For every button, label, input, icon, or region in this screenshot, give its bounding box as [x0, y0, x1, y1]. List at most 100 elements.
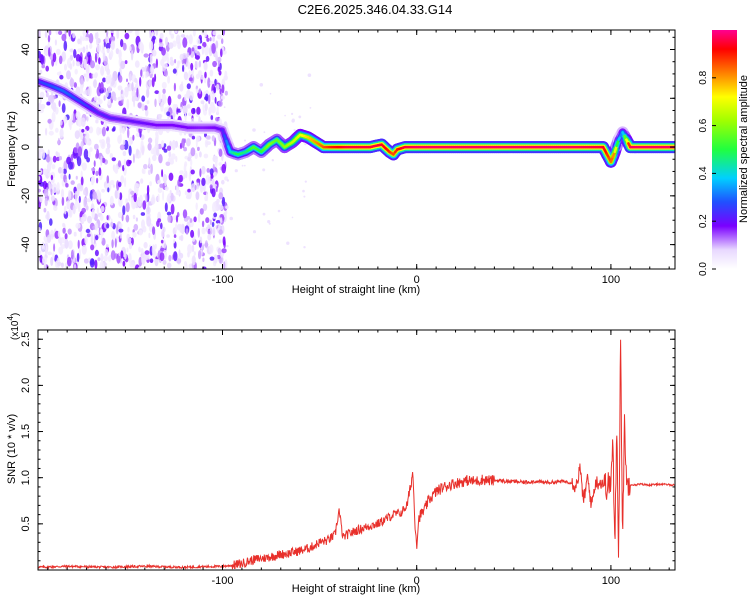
noise-speck: [100, 205, 105, 213]
noise-speck: [214, 78, 217, 86]
noise-speck: [113, 165, 119, 173]
noise-speck: [99, 139, 103, 144]
noise-speck: [66, 156, 72, 165]
noise-speck: [46, 210, 50, 221]
noise-speck: [76, 252, 80, 263]
noise-speck: [133, 96, 136, 108]
noise-speck: [151, 77, 155, 88]
noise-speck: [85, 72, 90, 82]
noise-speck: [142, 200, 147, 210]
noise-speck: [176, 60, 180, 69]
noise-speck: [134, 30, 139, 36]
noise-speck: [173, 239, 176, 244]
noise-speck: [107, 255, 112, 262]
noise-speck: [196, 38, 201, 45]
noise-speck: [126, 247, 129, 253]
snr-axes: -100 0 100 0.5 1.0 1.5 2.0 2.5: [20, 329, 675, 587]
spectrogram-xtick-label: 100: [602, 274, 620, 286]
noise-speck: [52, 183, 58, 194]
noise-speck: [50, 256, 54, 266]
noise-speck: [199, 236, 203, 244]
snr-multiplier: (x104): [6, 313, 21, 340]
noise-speck: [114, 96, 117, 101]
noise-speck: [191, 183, 196, 193]
noise-speck: [223, 261, 226, 269]
noise-speck: [110, 30, 114, 34]
noise-speck: [179, 170, 184, 175]
noise-speck: [139, 194, 143, 204]
noise-speck: [215, 159, 218, 168]
noise-speck: [128, 160, 132, 164]
noise-speck: [88, 54, 91, 66]
spectrogram-ytick-label: 20: [20, 92, 32, 104]
noise-speck: [96, 52, 99, 59]
noise-speck: [73, 231, 77, 237]
noise-speck: [52, 155, 57, 163]
spectrogram-ytick-label: -40: [20, 237, 32, 253]
noise-speck: [62, 222, 65, 228]
noise-speck: [106, 143, 111, 149]
noise-speck: [39, 193, 44, 203]
noise-speck: [226, 244, 229, 248]
spectrogram-ytick-label: -20: [20, 188, 32, 204]
noise-speck: [95, 64, 100, 71]
noise-speck: [148, 79, 152, 87]
noise-speck: [43, 189, 49, 198]
noise-speck: [212, 35, 215, 42]
noise-speck: [185, 34, 189, 40]
spectrogram-ylabel: Frequency (Hz): [6, 111, 18, 187]
noise-speck: [144, 250, 150, 255]
noise-speck: [198, 250, 202, 260]
noise-speck: [161, 93, 165, 99]
noise-speck: [128, 46, 132, 51]
noise-speck: [141, 145, 145, 156]
noise-speck: [220, 48, 223, 58]
snr-ytick-label: 1.0: [20, 470, 32, 485]
noise-speck: [209, 225, 213, 236]
noise-speck: [55, 151, 59, 157]
noise-speck: [177, 94, 182, 100]
noise-speck: [225, 205, 229, 209]
noise-speck: [110, 179, 115, 186]
noise-speck: [195, 73, 200, 79]
noise-speck: [134, 77, 138, 83]
noise-speck: [110, 49, 114, 58]
noise-speck: [101, 188, 105, 193]
noise-speck: [138, 127, 141, 134]
noise-speck: [124, 32, 130, 40]
noise-speck: [45, 155, 51, 163]
noise-speck: [193, 216, 197, 223]
noise-speck: [143, 241, 148, 249]
noise-speck: [224, 210, 228, 215]
noise-speck: [185, 263, 188, 269]
noise-speck: [183, 71, 189, 81]
noise-speck: [120, 90, 123, 95]
noise-speck: [147, 142, 152, 151]
noise-speck: [72, 204, 76, 215]
noise-speck: [195, 202, 198, 211]
noise-speck: [169, 56, 173, 62]
noise-speck: [70, 249, 74, 260]
noise-speck: [213, 171, 218, 177]
snr-xtick-label: 100: [602, 575, 620, 587]
noise-speck: [207, 77, 211, 88]
noise-speck: [197, 146, 200, 151]
noise-speck: [151, 35, 156, 41]
noise-speck: [110, 40, 115, 50]
noise-speck: [82, 30, 87, 37]
noise-speck: [107, 187, 110, 193]
noise-speck: [269, 92, 272, 95]
noise-speck: [38, 227, 41, 233]
noise-speck: [102, 52, 106, 61]
noise-speck: [191, 47, 195, 52]
noise-speck: [85, 44, 89, 50]
noise-speck: [105, 136, 111, 145]
noise-speck: [102, 77, 106, 83]
noise-speck: [198, 60, 202, 68]
noise-speck: [162, 259, 167, 265]
noise-speck: [106, 68, 111, 76]
noise-speck: [67, 190, 72, 201]
noise-speck: [130, 50, 134, 61]
spectrogram-ytick-label: 40: [20, 43, 32, 55]
noise-speck: [75, 61, 81, 67]
